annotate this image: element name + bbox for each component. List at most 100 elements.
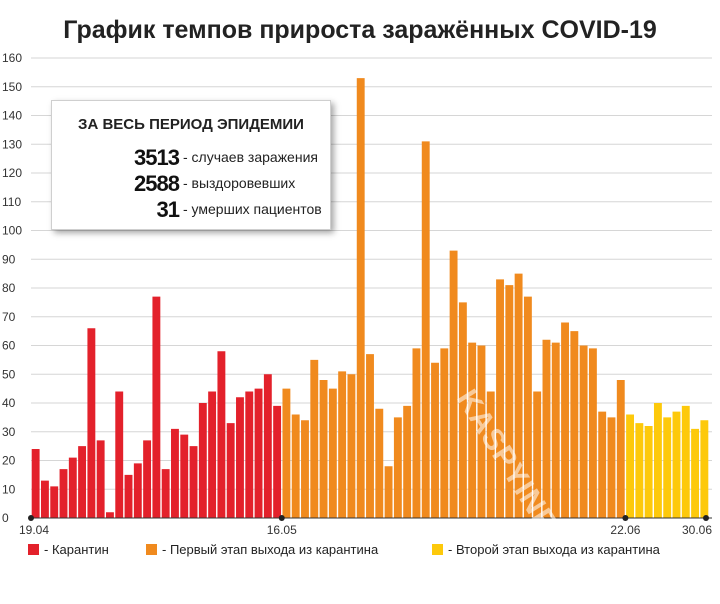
stat-row-cases: 3513 - случаев заражения [52,145,330,171]
bar-series-1 [421,141,430,518]
legend-swatch-red [28,544,39,555]
bar-series-0 [226,423,235,518]
y-tick-label: 140 [2,109,22,123]
bar-series-1 [523,296,532,518]
bar-series-0 [254,388,263,518]
bar-series-1 [356,78,365,518]
y-tick-label: 120 [2,166,22,180]
stat-label-cases: - случаев заражения [183,149,318,165]
bar-series-0 [31,449,40,518]
x-tick-marker [28,515,34,521]
x-tick-marker [622,515,629,521]
bar-series-1 [328,388,337,518]
bar-series-1 [412,348,421,518]
bar-series-1 [431,362,439,518]
bar-series-1 [551,342,560,518]
bar-series-0 [133,463,142,518]
bar-series-0 [236,397,244,518]
y-tick-label: 70 [2,310,16,324]
bar-series-0 [40,480,49,518]
bar-series-0 [68,457,77,518]
y-tick-label: 0 [2,511,9,525]
bar-series-1 [579,345,588,518]
bar-series-0 [143,440,152,518]
bar-series-1 [533,391,542,518]
bar-series-1 [366,354,374,518]
bar-series-0 [245,391,254,518]
bar-series-1 [384,466,393,518]
summary-heading: ЗА ВЕСЬ ПЕРИОД ЭПИДЕМИИ [78,116,304,133]
bar-series-0 [189,446,198,518]
bar-series-1 [393,417,402,518]
bar-series-0 [198,403,207,518]
legend-label-stage-one: - Первый этап выхода из карантина [162,542,379,557]
stat-row-recovered: 2588 - выздоровевших [52,171,330,197]
bar-series-2 [644,426,653,518]
bar-series-1 [514,273,523,518]
bar-series-0 [78,446,87,518]
bar-series-1 [477,345,486,518]
chart-bars [31,78,709,518]
bar-series-1 [496,279,504,518]
bar-series-1 [338,371,347,518]
y-tick-label: 110 [2,195,21,209]
bar-series-1 [458,302,467,518]
chart-title: График темпов прироста заражённых COVID-… [63,16,657,44]
chart-axes: 0 10 20 30 40 50 60 70 80 90 100 110 120 130 140 150 160… [2,51,712,537]
bar-series-2 [681,405,690,518]
legend-item-stage-two: - Второй этап выхода из карантина [432,542,660,560]
y-tick-label: 80 [2,281,16,295]
bar-series-2 [626,414,634,518]
bar-series-0 [171,428,179,518]
bar-series-0 [96,440,105,518]
y-tick-label: 130 [2,137,22,151]
bar-series-0 [217,351,226,518]
bar-series-1 [449,250,458,518]
y-tick-label: 60 [2,339,16,353]
stat-value-recovered: 2588 [134,171,180,196]
bar-series-1 [310,359,319,518]
legend-item-quarantine: - Карантин [28,542,109,560]
summary-box: ЗА ВЕСЬ ПЕРИОД ЭПИДЕМИИ 3513 - случаев з… [51,100,331,230]
bar-series-0 [115,391,124,518]
x-tick-label: 22.06 [610,523,640,537]
legend-swatch-yellow [432,544,443,555]
bar-series-1 [347,374,356,518]
bar-series-0 [180,434,189,518]
bar-series-1 [301,420,309,518]
bar-series-2 [635,423,644,518]
chart-canvas: 0 10 20 30 40 50 60 70 80 90 100 110 120 130 140 150 160… [2,51,712,537]
y-tick-label: 10 [2,482,16,496]
stat-label-recovered: - выздоровевших [183,175,296,191]
y-tick-label: 50 [2,367,16,381]
y-tick-label: 30 [2,425,16,439]
bar-series-1 [486,391,495,518]
bar-series-1 [375,408,384,518]
bar-series-0 [161,469,170,518]
legend-item-stage-one: - Первый этап выхода из карантина [146,542,378,560]
legend-label-quarantine: - Карантин [44,542,109,557]
legend-label-stage-two: - Второй этап выхода из карантина [448,542,660,557]
y-tick-label: 90 [2,252,16,266]
bar-series-0 [152,296,161,518]
bar-series-0 [87,328,96,518]
y-tick-label: 40 [2,396,16,410]
bar-series-2 [700,420,709,518]
bar-series-2 [653,403,662,518]
bar-series-2 [672,411,681,518]
stat-row-deaths: 31 - умерших пациентов [52,197,330,223]
y-tick-label: 100 [2,224,22,238]
bar-series-1 [598,411,607,518]
x-tick-label: 30.06 [682,523,712,537]
y-tick-label: 150 [2,80,22,94]
bar-series-1 [570,331,579,518]
bar-series-1 [607,417,616,518]
bar-series-0 [59,469,68,518]
bar-series-0 [273,405,282,518]
bar-series-1 [468,342,477,518]
stat-label-deaths: - умерших пациентов [183,201,322,217]
bar-series-1 [291,414,300,518]
legend-swatch-orange [146,544,157,555]
x-tick-marker [278,515,285,521]
bar-series-1 [282,388,291,518]
